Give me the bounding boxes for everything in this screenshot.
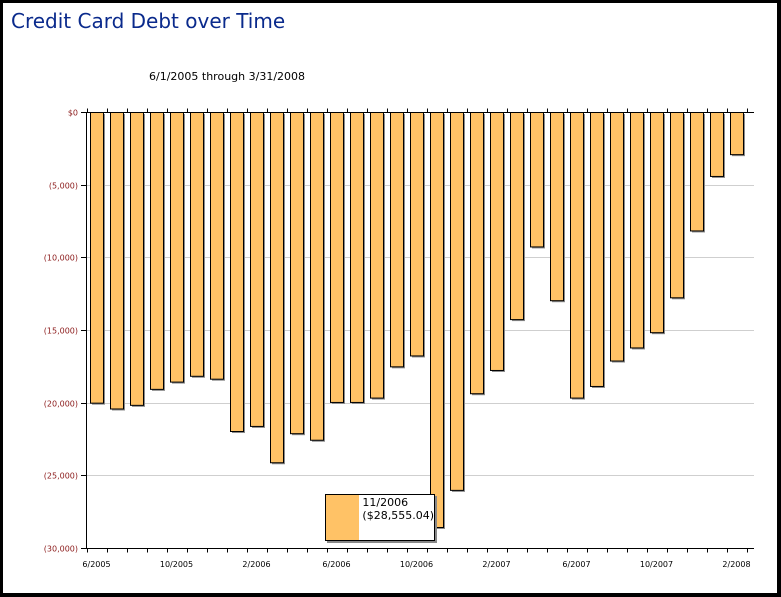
y-tick-label: (10,000)	[44, 254, 78, 263]
bar-tooltip: 11/2006 ($28,555.04)	[325, 494, 435, 541]
bar	[310, 112, 324, 441]
x-tick-label: 6/2007	[562, 560, 590, 569]
y-tick-label: $0	[68, 109, 78, 118]
tooltip-date: 11/2006	[362, 496, 409, 509]
bar	[690, 112, 704, 232]
bar	[550, 112, 564, 302]
bar	[670, 112, 684, 299]
x-tick-label: 10/2006	[400, 560, 433, 569]
bar	[470, 112, 484, 395]
axis-layer: $0 (5,000) (10,000) (15,000) (20,000) (25,000…	[44, 108, 754, 569]
bar	[230, 112, 244, 433]
y-tick-label: (15,000)	[44, 327, 78, 336]
bar	[650, 112, 664, 334]
y-tick-label: (30,000)	[44, 545, 78, 554]
x-tick-label: 2/2008	[722, 560, 750, 569]
bar	[490, 112, 504, 371]
bar	[130, 112, 144, 406]
bar	[730, 112, 744, 156]
x-tick-label: 10/2007	[640, 560, 673, 569]
bar	[90, 112, 104, 404]
bar	[270, 112, 284, 464]
bar	[630, 112, 644, 349]
bar	[430, 112, 444, 528]
y-tick-label: (25,000)	[44, 472, 78, 481]
bar	[290, 112, 304, 435]
bar	[110, 112, 124, 410]
bar	[410, 112, 424, 357]
chart-subtitle: 6/1/2005 through 3/31/2008	[149, 70, 306, 83]
bar	[210, 112, 224, 380]
bar	[710, 112, 724, 177]
bar	[370, 112, 384, 399]
bar	[610, 112, 624, 362]
x-tick-label: 2/2006	[242, 560, 270, 569]
bar	[250, 112, 264, 427]
bar	[150, 112, 164, 390]
bar	[450, 112, 464, 491]
bar	[170, 112, 184, 383]
bar	[390, 112, 404, 368]
bar	[350, 112, 364, 403]
bar	[590, 112, 604, 387]
x-tick-label: 2/2007	[482, 560, 510, 569]
bar	[190, 112, 204, 377]
bar	[510, 112, 524, 321]
bars-layer	[90, 112, 745, 529]
x-tick-label: 10/2005	[160, 560, 193, 569]
bar	[330, 112, 344, 403]
tooltip-value: ($28,555.04)	[362, 509, 434, 522]
tooltip-swatch	[326, 495, 360, 540]
x-tick-label: 6/2006	[322, 560, 350, 569]
y-tick-label: (20,000)	[44, 400, 78, 409]
bar	[570, 112, 584, 399]
x-tick-label: 6/2005	[82, 560, 110, 569]
y-tick-label: (5,000)	[49, 182, 78, 191]
bar	[530, 112, 544, 248]
chart-title: Credit Card Debt over Time	[11, 9, 286, 33]
